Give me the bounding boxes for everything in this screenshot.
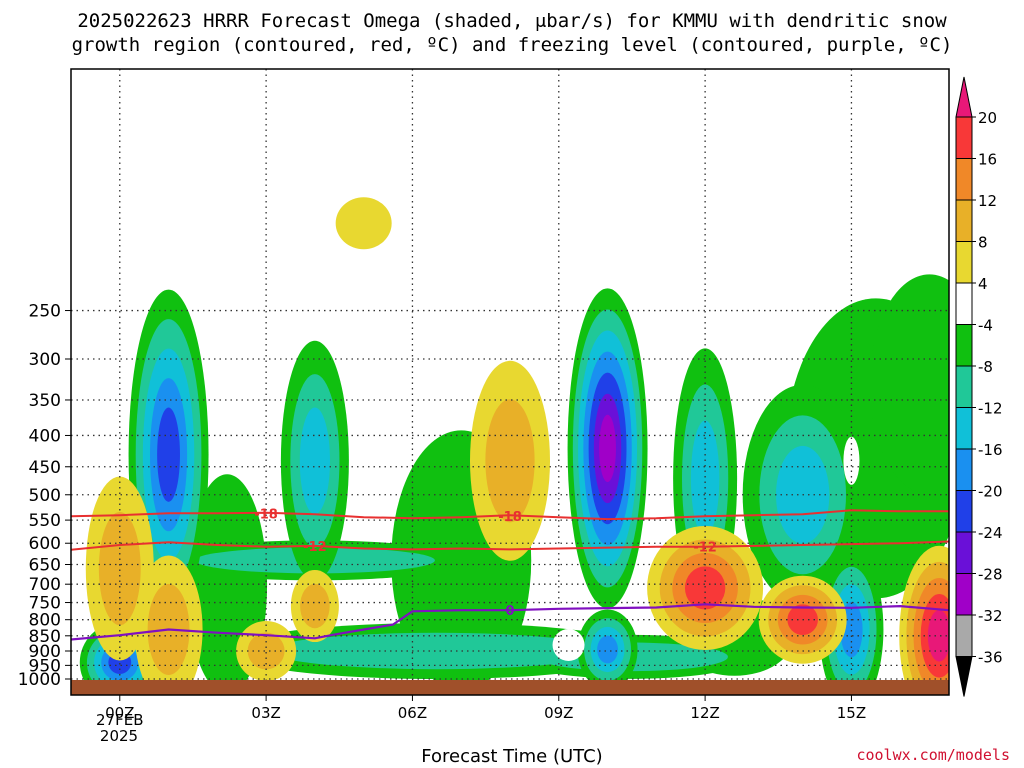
colorbar-segment-9 [955, 490, 973, 533]
shading-feature-11-level-1 [98, 511, 141, 626]
y-tick-label-550: 550 [29, 511, 61, 531]
colorbar-label-3: 8 [978, 234, 988, 252]
source-credit: coolwx.com/models [856, 746, 1010, 764]
shading-feature-10-level-4 [927, 610, 949, 662]
colorbar-segment-8 [955, 448, 973, 491]
colorbar-bottom-arrow [955, 656, 973, 697]
y-tick-label-650: 650 [29, 556, 61, 576]
colorbar-label-9: -20 [978, 483, 1003, 501]
colorbar-label-8: -16 [978, 441, 1003, 459]
shading-feature-8-level-3 [684, 566, 726, 610]
contour-minus18 [71, 509, 949, 521]
colorbar-label-2: 12 [978, 192, 997, 210]
y-tick-label-850: 850 [29, 627, 61, 647]
contour-label-3: -12 [693, 541, 717, 556]
colorbar-segment-4 [955, 282, 973, 325]
x-tick-label-2: 06Z [398, 704, 427, 722]
contour-minus12 [71, 540, 949, 551]
colorbar-segment-2 [955, 199, 973, 242]
chart-title-line-2: growth region (contoured, red, ºC) and f… [71, 34, 953, 56]
y-tick-label-500: 500 [29, 486, 61, 506]
shading-feature-4-level-3 [597, 635, 618, 664]
shading-feature-5-level-2 [690, 420, 720, 537]
y-tick-label-700: 700 [29, 575, 61, 595]
contour-label-0: -18 [254, 508, 278, 523]
contour-label-group: -18 -18 -12 -12 0 [254, 508, 716, 619]
colorbar: 20 16 12 8 4 -4 -8 -12 -16 -20 -24 -28 -32 -36 [955, 76, 1003, 697]
colorbar-label-12: -32 [978, 607, 1003, 625]
colorbar-label-0: 20 [978, 109, 997, 127]
x-tick-label-3: 09Z [544, 704, 573, 722]
y-tick-label-350: 350 [29, 391, 61, 411]
shading-broad-inner-1 [268, 632, 605, 670]
colorbar-label-4: 4 [978, 275, 988, 293]
terrain-fill [71, 680, 949, 695]
shading-feature-16-level-0 [335, 197, 392, 250]
x-tick-label-0: 00Z [105, 704, 134, 722]
terrain-bar [71, 680, 949, 695]
colorbar-label-13: -36 [978, 649, 1003, 667]
colorbar-top-arrow [955, 76, 973, 118]
y-axis: 2503003504004505005506006507007508008509… [18, 302, 71, 690]
contour-label-4: 0 [505, 604, 514, 619]
y-tick-label-400: 400 [29, 426, 61, 446]
x-axis: 00Z 03Z 06Z 09Z 12Z 15Z [105, 695, 866, 722]
colorbar-label-7: -12 [978, 400, 1003, 418]
grid-lines [71, 69, 949, 695]
y-tick-label-300: 300 [29, 350, 61, 370]
chart-title-line-1: 2025022623 HRRR Forecast Omega (shaded, … [77, 10, 947, 32]
shading-feature-13-level-1 [300, 583, 330, 629]
omega-shading [79, 197, 949, 695]
contour-lines [71, 509, 949, 641]
colorbar-segment-3 [955, 241, 973, 284]
shading-feature-1-level-4 [157, 407, 180, 502]
colorbar-segment-0 [955, 116, 973, 159]
y-tick-label-1000: 1000 [18, 670, 61, 690]
y-tick-label-950: 950 [29, 656, 61, 676]
shading-broad-5 [869, 274, 949, 495]
shading-descent-hole [552, 629, 585, 662]
contour-label-2: -12 [303, 540, 327, 555]
colorbar-segment-12 [955, 614, 973, 657]
colorbar-label-11: -28 [978, 566, 1003, 584]
y-tick-label-450: 450 [29, 458, 61, 478]
date-label-year: 2025 [99, 727, 139, 745]
x-tick-label-4: 12Z [690, 704, 719, 722]
colorbar-segment-5 [955, 324, 973, 367]
colorbar-segment-11 [955, 573, 973, 616]
shading-feature-2-level-2 [299, 407, 330, 515]
colorbar-label-5: -4 [978, 317, 993, 335]
y-tick-label-750: 750 [29, 594, 61, 614]
shading-feature-15-level-1 [485, 399, 535, 523]
shading-feature-3-level-6 [599, 414, 616, 483]
contour-freezing-level [71, 603, 949, 641]
y-tick-label-250: 250 [29, 302, 61, 322]
colorbar-segment-7 [955, 407, 973, 450]
y-tick-label-800: 800 [29, 611, 61, 631]
x-axis-label: Forecast Time (UTC) [421, 746, 603, 767]
colorbar-label-1: 16 [978, 151, 997, 169]
date-label: 27FEB 2025 [96, 711, 144, 745]
y-tick-label-600: 600 [29, 534, 61, 554]
date-label-day: 27FEB [96, 711, 144, 729]
colorbar-segment-10 [955, 531, 973, 574]
colorbar-label-6: -8 [978, 358, 993, 376]
colorbar-label-10: -24 [978, 524, 1003, 542]
colorbar-segment-1 [955, 158, 973, 201]
plot-frame [70, 68, 950, 696]
x-tick-label-5: 15Z [837, 704, 866, 722]
colorbar-segment-6 [955, 365, 973, 408]
contour-label-1: -18 [498, 510, 522, 525]
shading-feature-14-level-1 [247, 632, 285, 670]
y-tick-label-900: 900 [29, 642, 61, 662]
x-tick-label-1: 03Z [251, 704, 280, 722]
